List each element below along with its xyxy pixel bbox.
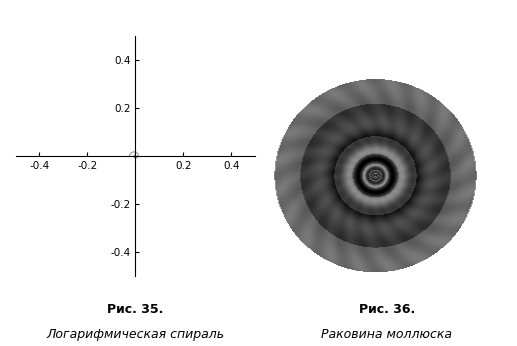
Text: Рис. 36.: Рис. 36.	[359, 303, 415, 316]
Text: Рис. 35.: Рис. 35.	[107, 303, 163, 316]
Text: Раковина моллюска: Раковина моллюска	[322, 328, 452, 341]
Text: Логарифмическая спираль: Логарифмическая спираль	[46, 328, 224, 341]
